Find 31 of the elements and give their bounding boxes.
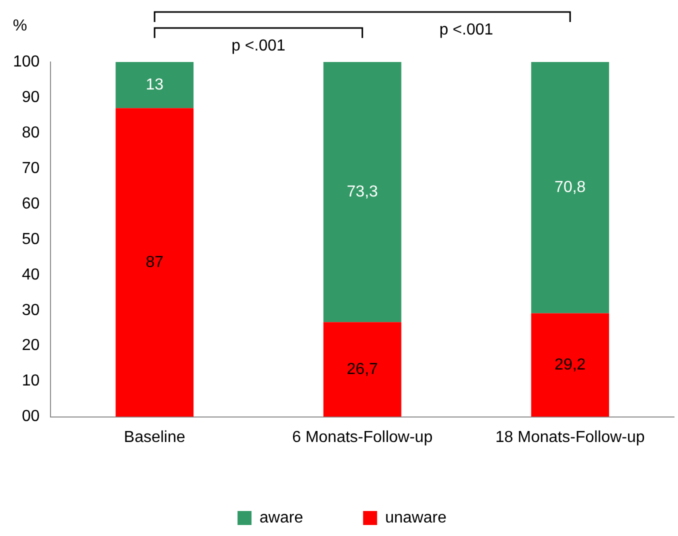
bar xyxy=(116,108,194,417)
x-tick-label: 6 Monats-Follow-up xyxy=(292,428,433,446)
data-label: 87 xyxy=(146,254,164,271)
y-tick-label: 40 xyxy=(22,266,40,284)
y-axis-title: % xyxy=(12,17,28,34)
y-tick-label: 30 xyxy=(22,302,40,319)
bar xyxy=(323,322,402,417)
data-label: 26,7 xyxy=(346,360,378,378)
legend-label: aware xyxy=(260,509,304,526)
y-tick-label: 80 xyxy=(22,124,40,142)
y-tick-label: 100 xyxy=(12,53,40,70)
data-label: 73,3 xyxy=(346,183,378,200)
bar xyxy=(116,62,194,108)
data-label: 13 xyxy=(146,76,164,94)
legend-label: unaware xyxy=(385,509,447,526)
y-tick-label: 70 xyxy=(22,160,40,177)
x-tick-label: Baseline xyxy=(124,428,186,446)
bar xyxy=(531,313,610,417)
y-tick-label: 20 xyxy=(22,337,40,354)
y-tick-label: 10 xyxy=(22,372,40,390)
y-tick-label: 60 xyxy=(22,195,40,212)
text: p <.001 xyxy=(232,37,286,54)
x-tick-label: 18 Monats-Follow-up xyxy=(495,428,645,446)
data-label: 70,8 xyxy=(554,179,586,196)
text: p <.001 xyxy=(439,21,494,38)
bar xyxy=(531,62,610,314)
bar xyxy=(323,62,402,322)
data-label: 29,2 xyxy=(554,356,586,374)
y-tick-label: 90 xyxy=(22,88,40,106)
y-tick-label: 50 xyxy=(22,230,40,248)
y-tick-label: 00 xyxy=(22,408,40,426)
